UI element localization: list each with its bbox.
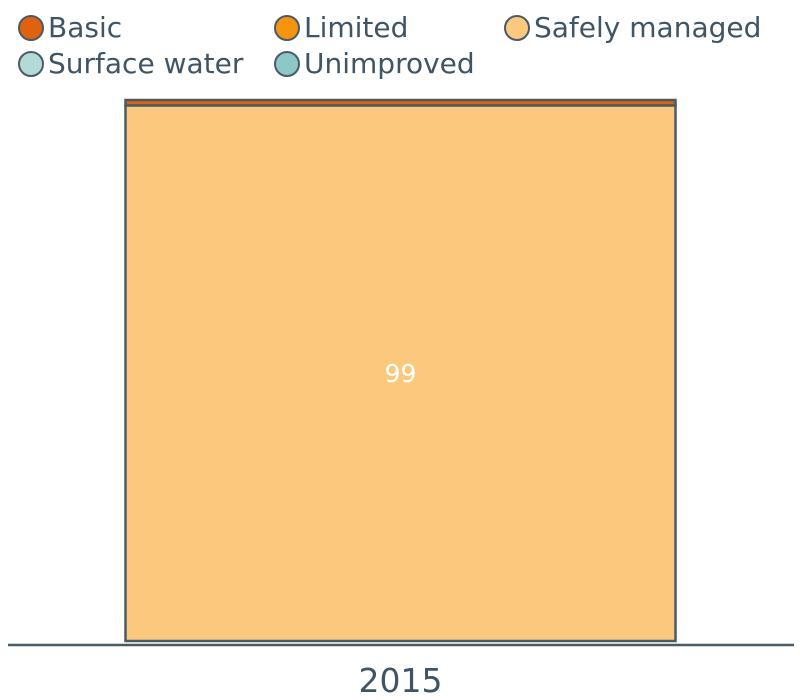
legend-swatch-safely-managed bbox=[504, 15, 530, 41]
x-tick-label-2015: 2015 bbox=[359, 661, 443, 700]
legend-item-limited[interactable]: Limited bbox=[274, 12, 408, 44]
plot-area: 99 bbox=[124, 98, 677, 643]
legend-item-safely-managed[interactable]: Safely managed bbox=[504, 12, 761, 44]
x-axis-ticks: 2015 bbox=[359, 661, 443, 700]
legend-swatch-surface-water bbox=[18, 51, 44, 77]
legend-swatch-basic bbox=[18, 15, 44, 41]
bar-segment-safely-managed-2015[interactable] bbox=[124, 104, 677, 643]
legend: Basic Limited Safely managed Surface wat… bbox=[18, 12, 800, 82]
legend-item-basic[interactable]: Basic bbox=[18, 12, 122, 44]
legend-swatch-unimproved bbox=[274, 51, 300, 77]
legend-label-safely-managed: Safely managed bbox=[534, 11, 762, 44]
legend-swatch-limited bbox=[274, 15, 300, 41]
legend-label-basic: Basic bbox=[48, 11, 123, 44]
bar-segment-basic-2015[interactable] bbox=[124, 98, 677, 107]
legend-item-unimproved[interactable]: Unimproved bbox=[274, 48, 475, 80]
legend-label-unimproved: Unimproved bbox=[304, 47, 475, 80]
data-label-safely-managed-2015: 99 bbox=[385, 359, 417, 388]
legend-label-limited: Limited bbox=[304, 11, 409, 44]
legend-item-surface-water[interactable]: Surface water bbox=[18, 48, 243, 80]
legend-label-surface-water: Surface water bbox=[48, 47, 244, 80]
